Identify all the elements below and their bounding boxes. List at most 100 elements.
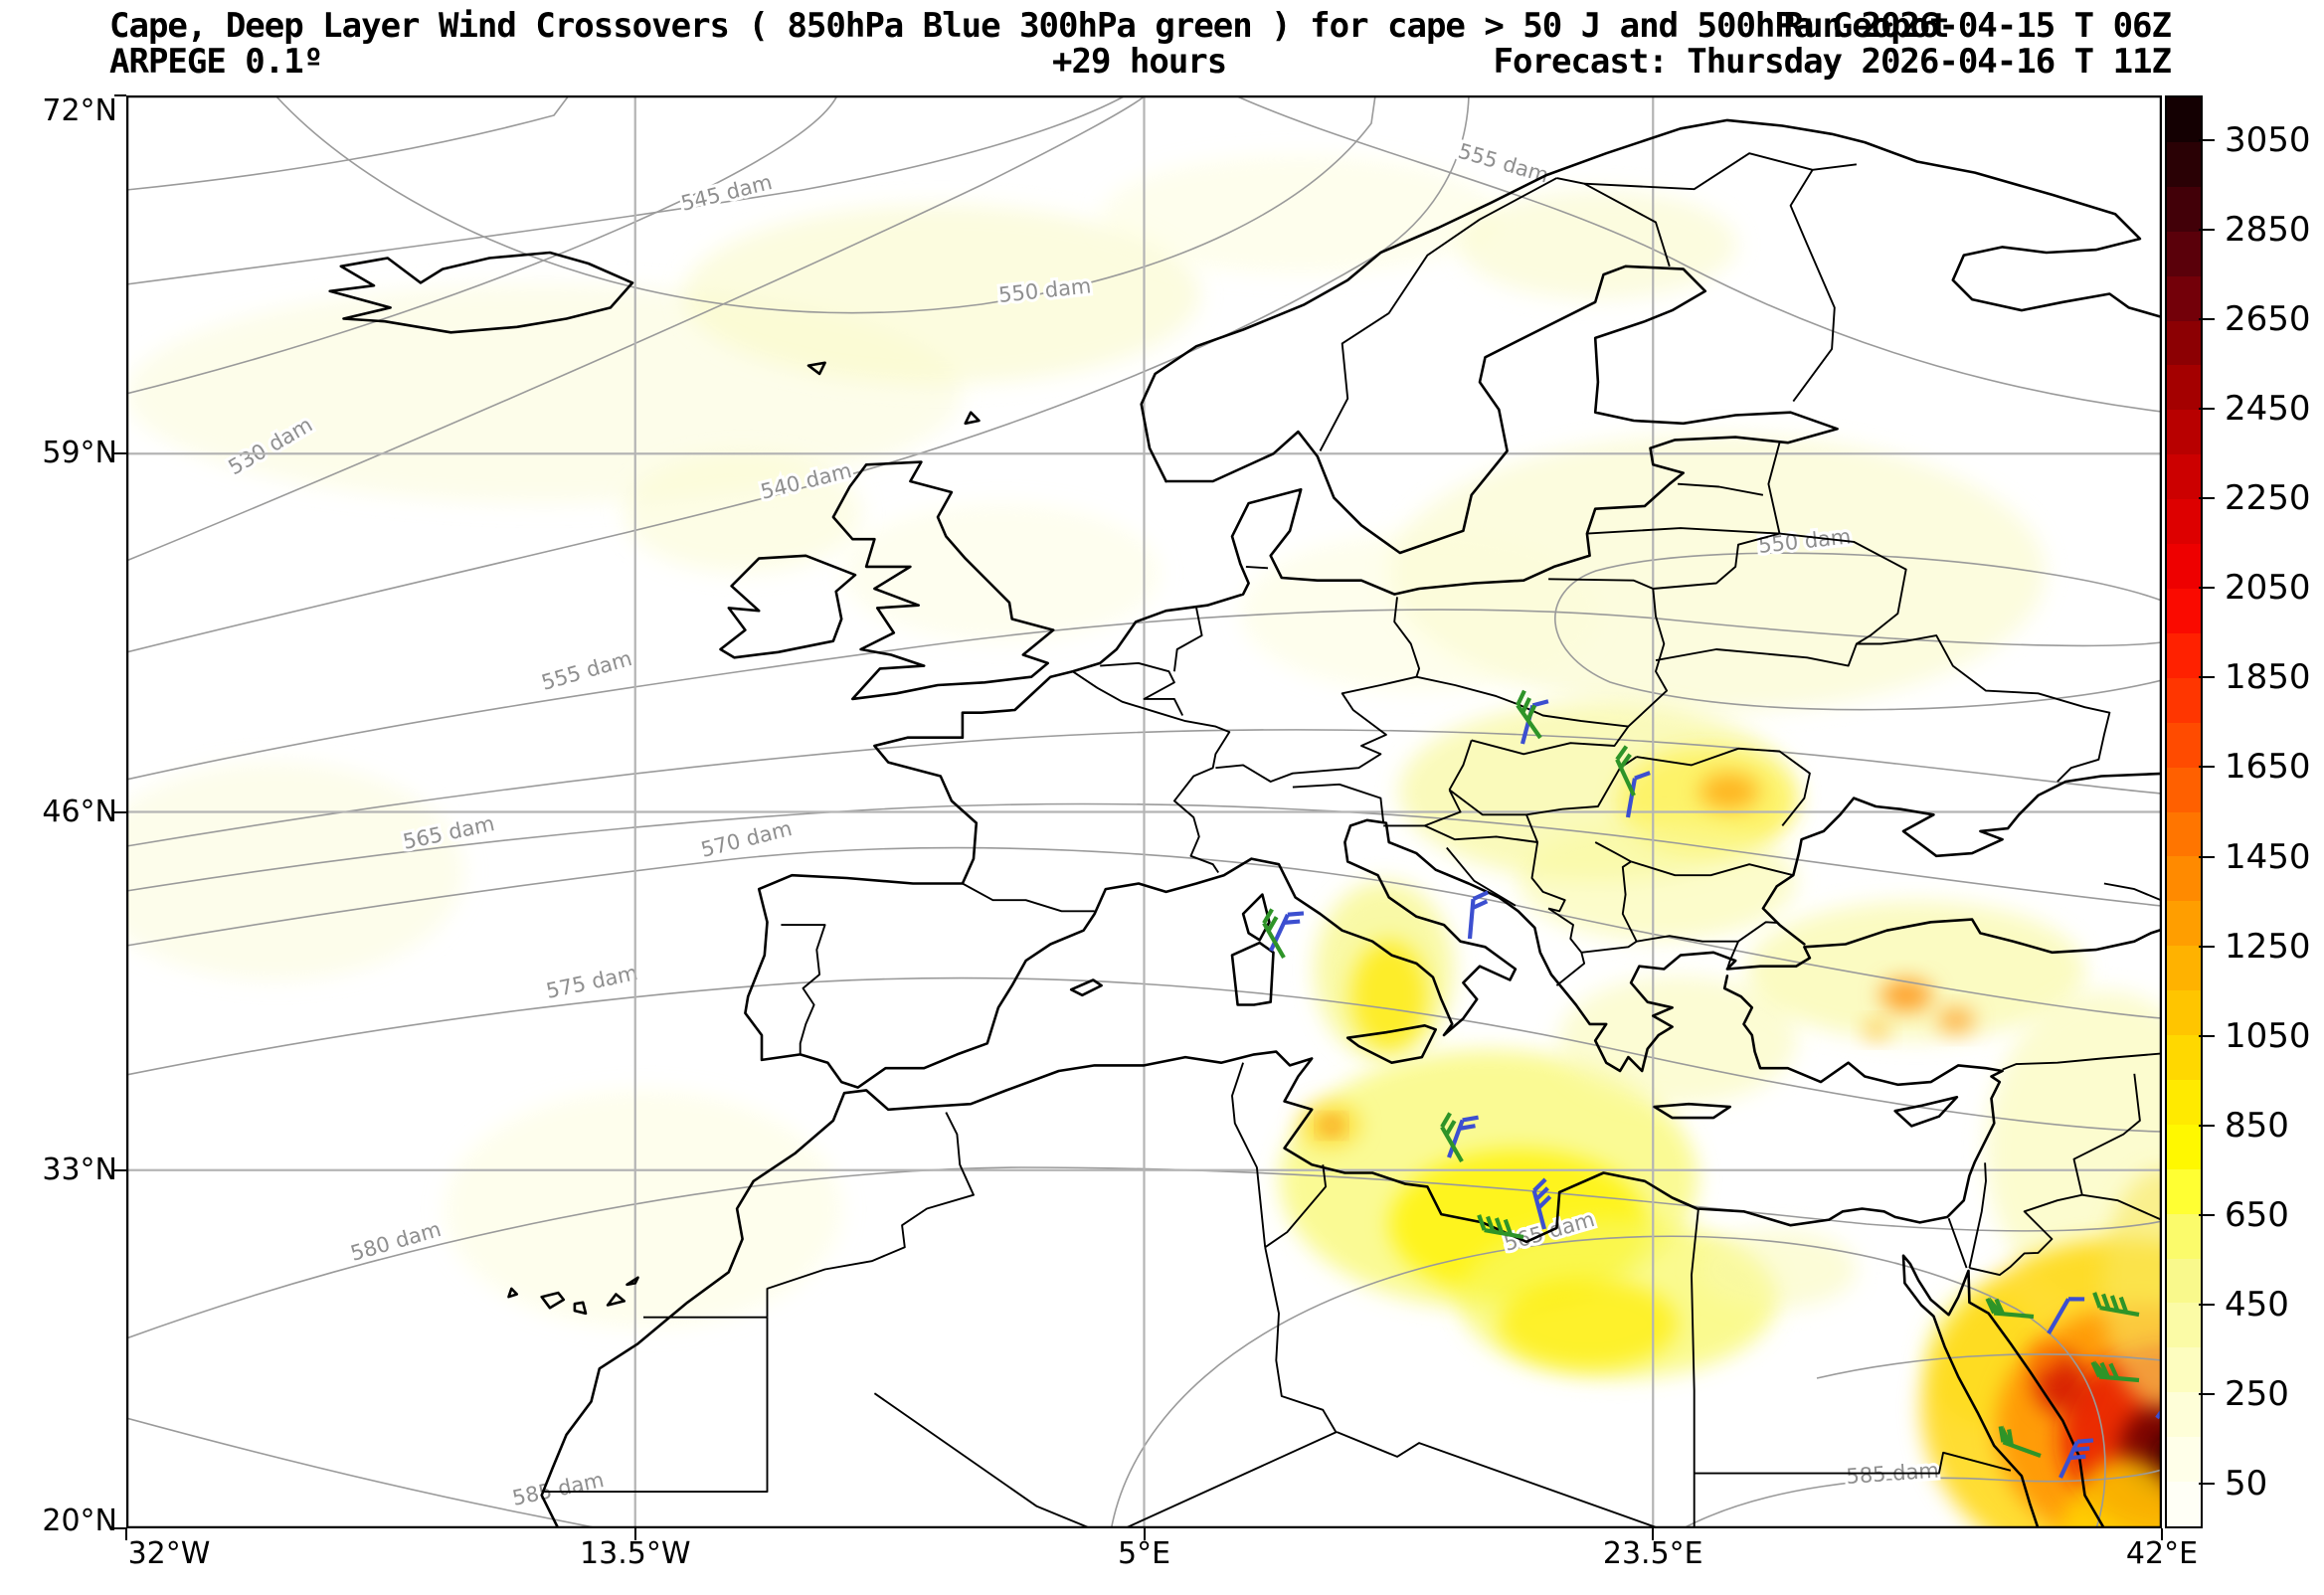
contour-line (1682, 1469, 2162, 1528)
contour-label: 580 dam (348, 1217, 444, 1266)
country-border (1621, 860, 1638, 943)
coastlines (328, 118, 2162, 1528)
y-axis-label: 59°N (42, 436, 117, 471)
cape-cell (1240, 533, 1598, 692)
colorbar-tick-label: 2650 (2225, 299, 2311, 340)
country-border (1581, 935, 1738, 954)
country-border (1655, 634, 2111, 783)
cape-cell (1101, 155, 1499, 274)
wind-barbs (1262, 689, 2162, 1479)
country-border (1336, 1431, 1663, 1528)
coastline (831, 460, 1055, 701)
country-border (1636, 747, 1739, 767)
colorbar-segment (2167, 1213, 2201, 1259)
coastline (1761, 772, 2162, 946)
country-borders (541, 152, 2162, 1528)
cape-cell (1499, 1279, 1678, 1368)
contour-line (126, 846, 2162, 1019)
lead-time-label: +29 hours (1052, 42, 1227, 82)
coastline (573, 1301, 588, 1316)
colorbar-segment (2167, 1437, 2201, 1483)
coastline (1069, 978, 1103, 997)
country-border (1547, 907, 1586, 986)
colorbar-tick-label: 1650 (2225, 747, 2311, 788)
wind-barb-blue (1531, 1177, 1552, 1230)
x-axis-tick (2161, 1528, 2163, 1540)
cape-cell (1747, 901, 2085, 1040)
model-label: ARPEGE 0.1º (109, 42, 323, 82)
colorbar-segment (2167, 990, 2201, 1036)
cape-cell (1324, 1119, 1340, 1133)
country-border (1969, 1193, 2083, 1277)
country-border (2103, 882, 2162, 902)
x-axis-label: 32°W (127, 1536, 211, 1571)
colorbar-tick-label: 850 (2225, 1105, 2289, 1146)
country-border (1694, 1451, 2012, 1475)
country-border (1548, 578, 1654, 590)
colorbar-segment (2167, 1347, 2201, 1393)
cape-shading (126, 155, 2162, 1528)
country-border (766, 1112, 975, 1318)
country-border (1653, 442, 1781, 590)
cape-cell (126, 762, 464, 980)
wind-barb-blue (1467, 890, 1490, 940)
country-border (1471, 726, 1630, 756)
y-axis-label: 72°N (42, 93, 117, 128)
country-border (1172, 608, 1203, 672)
y-axis-tick (114, 1168, 126, 1171)
country-border (1737, 747, 1811, 826)
wind-barb-green (1985, 1297, 2035, 1320)
cape-cell (2102, 1169, 2162, 1408)
contour-label: 545 dam (678, 170, 774, 216)
colorbar-tick (2199, 855, 2215, 858)
colorbar-tick-label: 1050 (2225, 1015, 2311, 1056)
contour-line (126, 95, 838, 395)
country-border (1446, 846, 1517, 907)
colorbar-segment (2167, 97, 2201, 142)
colorbar-tick-label: 2850 (2225, 210, 2311, 251)
contour-line (126, 95, 570, 191)
contour-line (1816, 1353, 2162, 1379)
colorbar-segment (2167, 1392, 2201, 1438)
wind-barb-blue (1625, 771, 1651, 818)
coastline (719, 554, 857, 659)
colorbar-segment (2167, 275, 2201, 321)
colorbar-segment (2167, 141, 2201, 187)
contour-line (126, 95, 1127, 285)
colorbar-segment (2167, 946, 2201, 991)
colorbar-segment (2167, 1124, 2201, 1169)
colorbar-tick-label: 1850 (2225, 657, 2311, 698)
run-label: Run 2026-04-15 T 06Z (1783, 6, 2172, 46)
country-border (1630, 860, 1794, 877)
x-axis-tick (125, 1528, 127, 1540)
colorbar-segment (2167, 856, 2201, 902)
country-border (1264, 1247, 1338, 1433)
colorbar-tick (2199, 945, 2215, 948)
colorbar-segment (2167, 1303, 2201, 1348)
colorbar-tick (2199, 1034, 2215, 1037)
colorbar-segment (2167, 499, 2201, 545)
wind-barb-green (1615, 745, 1636, 797)
wind-barb-blue (1269, 911, 1305, 952)
colorbar-tick (2199, 229, 2215, 232)
country-border (1561, 756, 1638, 810)
forecast-label: Forecast: Thursday 2026-04-16 T 11Z (1493, 42, 2172, 82)
colorbar-segment (2167, 410, 2201, 455)
country-border (1383, 789, 1462, 827)
graticule (126, 95, 2162, 1528)
wind-barb-green (1516, 689, 1542, 740)
geopotential-contours (126, 95, 2162, 1528)
coastline (1241, 893, 1271, 942)
country-border (1072, 670, 1231, 874)
map-area: 530 dam 545 dam 550 dam 555 dam 540 dam 555 d… (126, 95, 2162, 1528)
contour-line (274, 95, 1376, 314)
coastline (606, 1293, 626, 1307)
colorbar-tick (2199, 497, 2215, 500)
wind-barb-blue (1447, 1115, 1479, 1158)
colorbar-tick-label: 250 (2225, 1373, 2289, 1414)
coastline (1345, 1024, 1437, 1064)
country-border (962, 882, 1095, 913)
cape-cell (2032, 1344, 2059, 1372)
colorbar-tick-label: 650 (2225, 1194, 2289, 1235)
